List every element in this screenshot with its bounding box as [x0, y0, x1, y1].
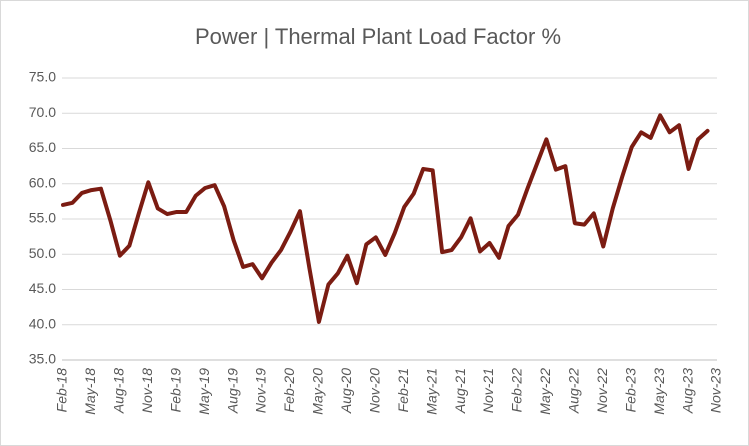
x-tick-label: Nov-19 — [253, 368, 269, 413]
x-tick-label: Feb-20 — [281, 368, 297, 413]
x-tick-label: Aug-18 — [111, 368, 127, 414]
y-tick-label: 75.0 — [29, 69, 56, 85]
x-tick-label: Nov-23 — [708, 368, 724, 413]
x-tick-label: Feb-22 — [509, 368, 525, 413]
y-tick-label: 70.0 — [29, 104, 56, 120]
x-tick-label: May-19 — [196, 368, 212, 415]
x-tick-label: Aug-20 — [338, 368, 354, 414]
x-tick-label: May-18 — [82, 368, 98, 415]
x-tick-label: Aug-22 — [566, 368, 582, 414]
x-tick-label: Feb-23 — [622, 368, 638, 413]
x-tick-label: Nov-21 — [480, 368, 496, 413]
x-tick-label: Nov-18 — [139, 368, 155, 413]
x-tick-label: Feb-19 — [167, 368, 183, 413]
x-tick-label: May-22 — [537, 368, 553, 415]
x-tick-label: May-23 — [651, 368, 667, 415]
x-tick-label: Aug-23 — [679, 368, 695, 414]
y-tick-label: 55.0 — [29, 210, 56, 226]
y-tick-label: 35.0 — [29, 351, 56, 367]
x-tick-label: Aug-19 — [224, 368, 240, 414]
x-tick-label: Nov-22 — [594, 368, 610, 413]
x-tick-label: Feb-18 — [54, 368, 70, 413]
x-tick-label: Nov-20 — [366, 368, 382, 413]
y-tick-label: 50.0 — [29, 245, 56, 261]
y-tick-label: 60.0 — [29, 174, 56, 190]
x-tick-label: May-21 — [423, 368, 439, 415]
x-tick-label: Aug-21 — [452, 368, 468, 414]
data-line — [61, 113, 710, 324]
y-tick-label: 65.0 — [29, 139, 56, 155]
x-tick-label: May-20 — [310, 368, 326, 415]
y-tick-label: 40.0 — [29, 315, 56, 331]
chart-title: Power | Thermal Plant Load Factor % — [195, 24, 561, 49]
x-tick-label: Feb-21 — [395, 368, 411, 412]
y-tick-label: 45.0 — [29, 280, 56, 296]
